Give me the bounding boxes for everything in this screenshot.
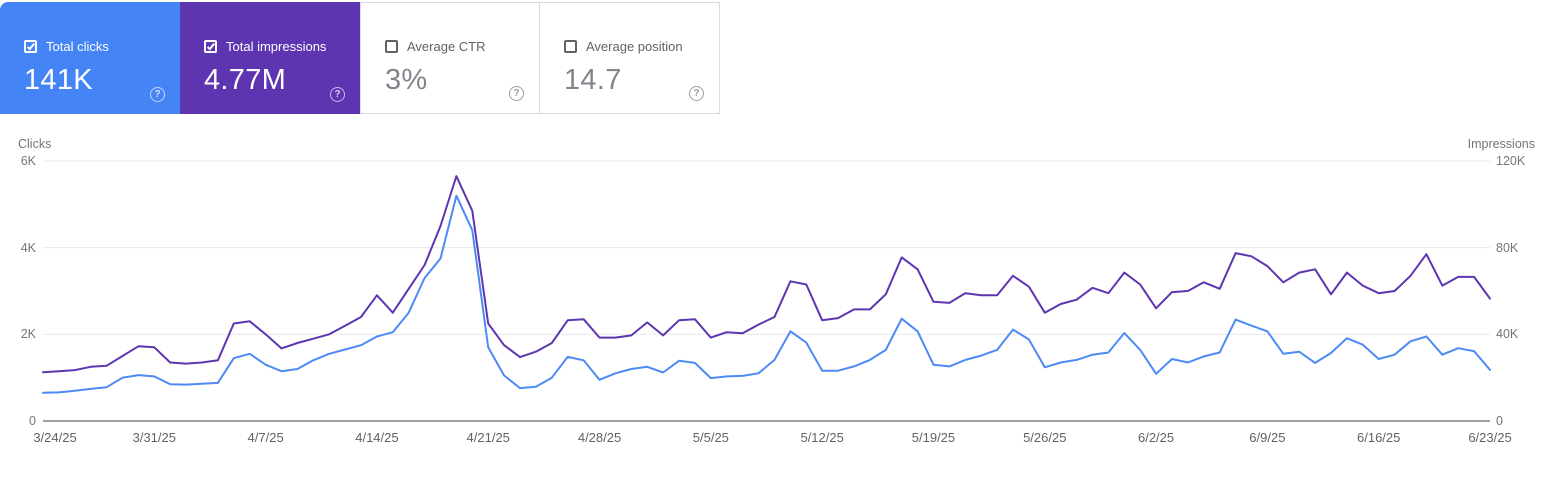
- right-axis-tick: 120K: [1496, 154, 1526, 168]
- left-axis-tick: 4K: [20, 240, 36, 255]
- left-axis-tick: 0: [29, 414, 36, 428]
- x-axis-date-label: 5/26/25: [1023, 430, 1067, 445]
- card-label: Total impressions: [226, 39, 327, 54]
- card-value: 3%: [385, 64, 428, 96]
- card-value: 141K: [24, 64, 93, 96]
- total-impressions-checkbox[interactable]: [204, 40, 217, 53]
- performance-line-chart[interactable]: [0, 130, 1556, 440]
- x-axis-date-label: 3/24/25: [33, 430, 77, 445]
- card-label: Total clicks: [46, 39, 109, 54]
- card-value: 4.77M: [204, 64, 287, 96]
- card-total-clicks[interactable]: Total clicks 141K ?: [0, 2, 180, 114]
- help-icon[interactable]: ?: [330, 87, 345, 102]
- x-axis-date-label: 4/7/25: [247, 430, 284, 445]
- left-axis-tick: 2K: [20, 327, 36, 342]
- x-axis-date-label: 6/2/25: [1137, 430, 1175, 445]
- metric-cards-row: Total clicks 141K ? Total impressions 4.…: [0, 2, 720, 114]
- x-axis-date-label: 5/12/25: [800, 430, 844, 445]
- x-axis-date-label: 4/21/25: [466, 430, 510, 445]
- checkmark-icon: [206, 41, 216, 51]
- card-average-ctr[interactable]: Average CTR 3% ?: [360, 2, 540, 114]
- help-icon[interactable]: ?: [150, 87, 165, 102]
- checkmark-icon: [26, 41, 36, 51]
- card-label: Average position: [586, 39, 683, 54]
- average-position-checkbox[interactable]: [564, 40, 577, 53]
- series-line-impressions: [42, 175, 1491, 374]
- card-total-impressions[interactable]: Total impressions 4.77M ?: [180, 2, 360, 114]
- x-axis-date-label: 4/28/25: [577, 430, 622, 445]
- x-axis-date-label: 6/23/25: [1468, 430, 1512, 445]
- x-axis-date-label: 6/16/25: [1357, 430, 1401, 445]
- left-axis-tick: 6K: [20, 154, 36, 168]
- x-axis-date-label: 6/9/25: [1249, 430, 1286, 445]
- x-axis-date-label: 5/19/25: [911, 430, 956, 445]
- card-average-position[interactable]: Average position 14.7 ?: [540, 2, 720, 114]
- average-ctr-checkbox[interactable]: [385, 40, 398, 53]
- x-axis-date-label: 4/14/25: [355, 430, 399, 445]
- right-axis-tick: 40K: [1496, 327, 1519, 342]
- help-icon[interactable]: ?: [689, 86, 704, 101]
- right-axis-title: Impressions: [1467, 137, 1535, 151]
- x-axis-date-label: 3/31/25: [132, 430, 176, 445]
- help-icon[interactable]: ?: [509, 86, 524, 101]
- card-value: 14.7: [564, 64, 622, 96]
- series-line-clicks: [42, 194, 1491, 394]
- right-axis-tick: 0: [1496, 414, 1503, 428]
- right-axis-tick: 80K: [1496, 240, 1519, 255]
- left-axis-title: Clicks: [18, 137, 52, 151]
- card-label: Average CTR: [407, 39, 486, 54]
- total-clicks-checkbox[interactable]: [24, 40, 37, 53]
- x-axis-date-label: 5/5/25: [692, 430, 729, 445]
